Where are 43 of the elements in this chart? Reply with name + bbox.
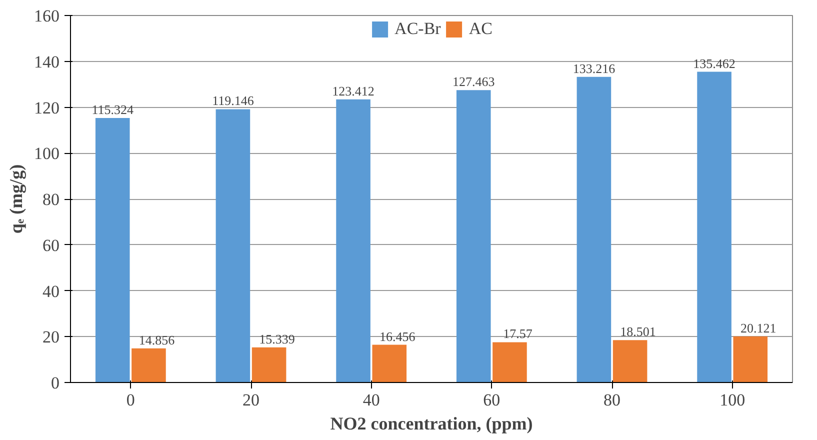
y-tick-label: 100 [34, 144, 60, 164]
data-label: 115.324 [92, 102, 134, 117]
bar [372, 344, 407, 382]
bar [697, 72, 732, 382]
y-tick-label: 0 [51, 374, 60, 392]
data-label: 16.456 [380, 328, 416, 344]
bar [576, 76, 612, 382]
data-label: 119.146 [212, 93, 254, 108]
bar [95, 118, 130, 382]
bar [132, 348, 166, 382]
bar [492, 342, 527, 382]
x-tick-label: 60 [483, 390, 500, 410]
data-label: 133.216 [572, 60, 616, 76]
data-label: 18.501 [620, 324, 656, 340]
data-label: 15.339 [259, 331, 295, 346]
bar [252, 347, 286, 382]
y-tick-label: 140 [34, 52, 60, 72]
x-tick-label: 100 [720, 390, 746, 410]
x-tick-label: 0 [126, 390, 135, 410]
y-tick-label: 20 [42, 328, 60, 347]
x-tick-label: 40 [362, 390, 380, 410]
x-tick-label: 20 [242, 390, 260, 410]
y-axis-title: qₑ (mg/g) [6, 164, 26, 234]
legend-label: AC-Br [394, 19, 441, 39]
data-label: 123.412 [332, 83, 374, 98]
bar [733, 336, 768, 382]
bar [456, 90, 491, 382]
data-label: 135.462 [693, 56, 736, 71]
data-label: 20.121 [740, 320, 776, 336]
y-tick-label: 60 [42, 236, 60, 255]
y-tick-label: 160 [34, 6, 60, 26]
y-tick-label: 40 [42, 282, 60, 301]
bar [612, 340, 648, 382]
data-label: 17.57 [503, 326, 533, 342]
y-tick-label: 80 [42, 190, 60, 209]
y-tick-label: 120 [34, 98, 60, 118]
data-label: 127.463 [452, 74, 495, 90]
x-axis-title: NO2 concentration, (ppm) [330, 414, 533, 434]
data-label: 14.856 [138, 332, 176, 348]
bar [216, 109, 250, 382]
x-tick-label: 80 [604, 390, 620, 410]
bar [336, 99, 370, 382]
legend-label: AC [468, 19, 492, 39]
